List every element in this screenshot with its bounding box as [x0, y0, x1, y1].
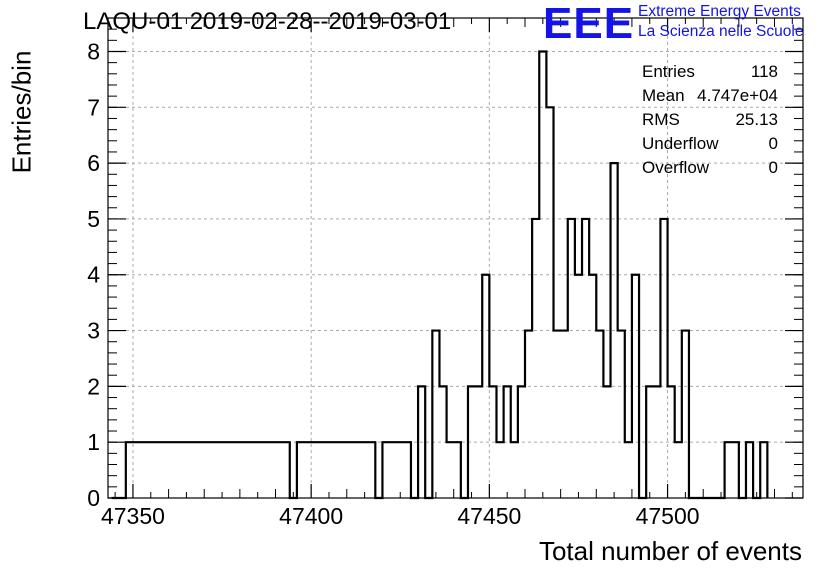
histogram-bin [618, 331, 625, 498]
histogram-bin [575, 275, 582, 498]
logo-line-1: Extreme Energy Events [638, 3, 801, 20]
eee-logo-text: Extreme Energy Events La Scienza nelle S… [638, 2, 803, 42]
histogram-bin [439, 386, 446, 498]
plot-frame [107, 17, 804, 499]
stat-entries: Entries 118 [642, 60, 778, 84]
y-tick-label: 2 [87, 373, 100, 399]
y-axis-label: Entries/bin [6, 50, 37, 174]
stat-value: 0 [768, 134, 778, 153]
histogram-bin [596, 331, 603, 498]
histogram-bin [382, 442, 411, 498]
stat-label: Underflow [642, 134, 719, 153]
stats-box: Entries 118 Mean 4.747e+04 RMS 25.13 Und… [642, 60, 778, 180]
x-tick-label: 47500 [636, 503, 700, 529]
histogram-bin [482, 275, 489, 498]
stat-value: 25.13 [735, 110, 778, 129]
x-tick-label: 47450 [457, 503, 521, 529]
stat-overflow: Overflow 0 [642, 156, 778, 180]
stat-label: Entries [642, 62, 695, 81]
axis-tick-labels: 0 1 2 3 4 5 6 7 8 47350 47400 47450 47500 [87, 38, 699, 529]
histogram-bin [418, 386, 425, 498]
histogram-bin [561, 331, 568, 498]
y-tick-label: 0 [87, 485, 100, 511]
histogram-bin [646, 386, 653, 498]
y-tick-label: 6 [87, 150, 100, 176]
chart-title: LAQU-01 2019-02-28--2019-03-01 [83, 8, 452, 35]
histogram-bin [496, 442, 503, 498]
histogram-bin [725, 442, 739, 498]
histogram-bin [504, 386, 511, 498]
histogram-bin [582, 219, 589, 498]
stat-value: 118 [750, 62, 778, 81]
histogram-bin [682, 331, 689, 498]
x-tick-label: 47400 [279, 503, 343, 529]
y-tick-label: 5 [87, 206, 100, 232]
stat-label: Mean [642, 86, 685, 105]
logo-line-2: La Scienza nelle Scuole [638, 23, 804, 40]
histogram-bin [539, 51, 546, 498]
histogram-bin [653, 386, 660, 498]
histogram-bin [625, 442, 632, 498]
histogram-bin [603, 386, 610, 498]
histogram-bin [668, 386, 675, 498]
histogram-bin [468, 386, 482, 498]
histogram-bin [489, 386, 496, 498]
histogram-bin [518, 386, 525, 498]
histogram-bin [511, 442, 518, 498]
stat-value: 4.747e+04 [697, 86, 778, 105]
histogram-bin [660, 219, 667, 498]
histogram-bin [126, 442, 290, 498]
histogram-bin [432, 331, 439, 498]
stat-label: Overflow [642, 158, 710, 177]
stat-mean: Mean 4.747e+04 [642, 84, 778, 108]
histogram-bin [611, 163, 618, 498]
histogram-bin [297, 442, 375, 498]
histogram-bin [675, 442, 682, 498]
y-tick-label: 3 [87, 318, 100, 344]
stat-underflow: Underflow 0 [642, 132, 778, 156]
eee-logo-mark: EEE [543, 0, 635, 48]
y-tick-label: 1 [87, 429, 100, 455]
histogram-bin [568, 219, 575, 498]
y-tick-label: 8 [87, 38, 100, 64]
x-tick-label: 47350 [101, 503, 165, 529]
histogram-bin [525, 331, 532, 498]
histogram-bin [589, 275, 596, 498]
y-tick-label: 4 [87, 262, 100, 288]
y-tick-label: 7 [87, 94, 100, 120]
axis-ticks [108, 17, 803, 499]
histogram-bin [632, 275, 639, 498]
stat-rms: RMS 25.13 [642, 108, 778, 132]
x-axis-label: Total number of events [538, 536, 802, 566]
histogram-bin [746, 442, 753, 498]
histogram-bin [532, 219, 539, 498]
stat-value: 0 [768, 158, 778, 177]
histogram-bin [760, 442, 767, 498]
stat-label: RMS [642, 110, 680, 129]
histogram-bin [546, 107, 553, 498]
histogram-bin [554, 331, 561, 498]
